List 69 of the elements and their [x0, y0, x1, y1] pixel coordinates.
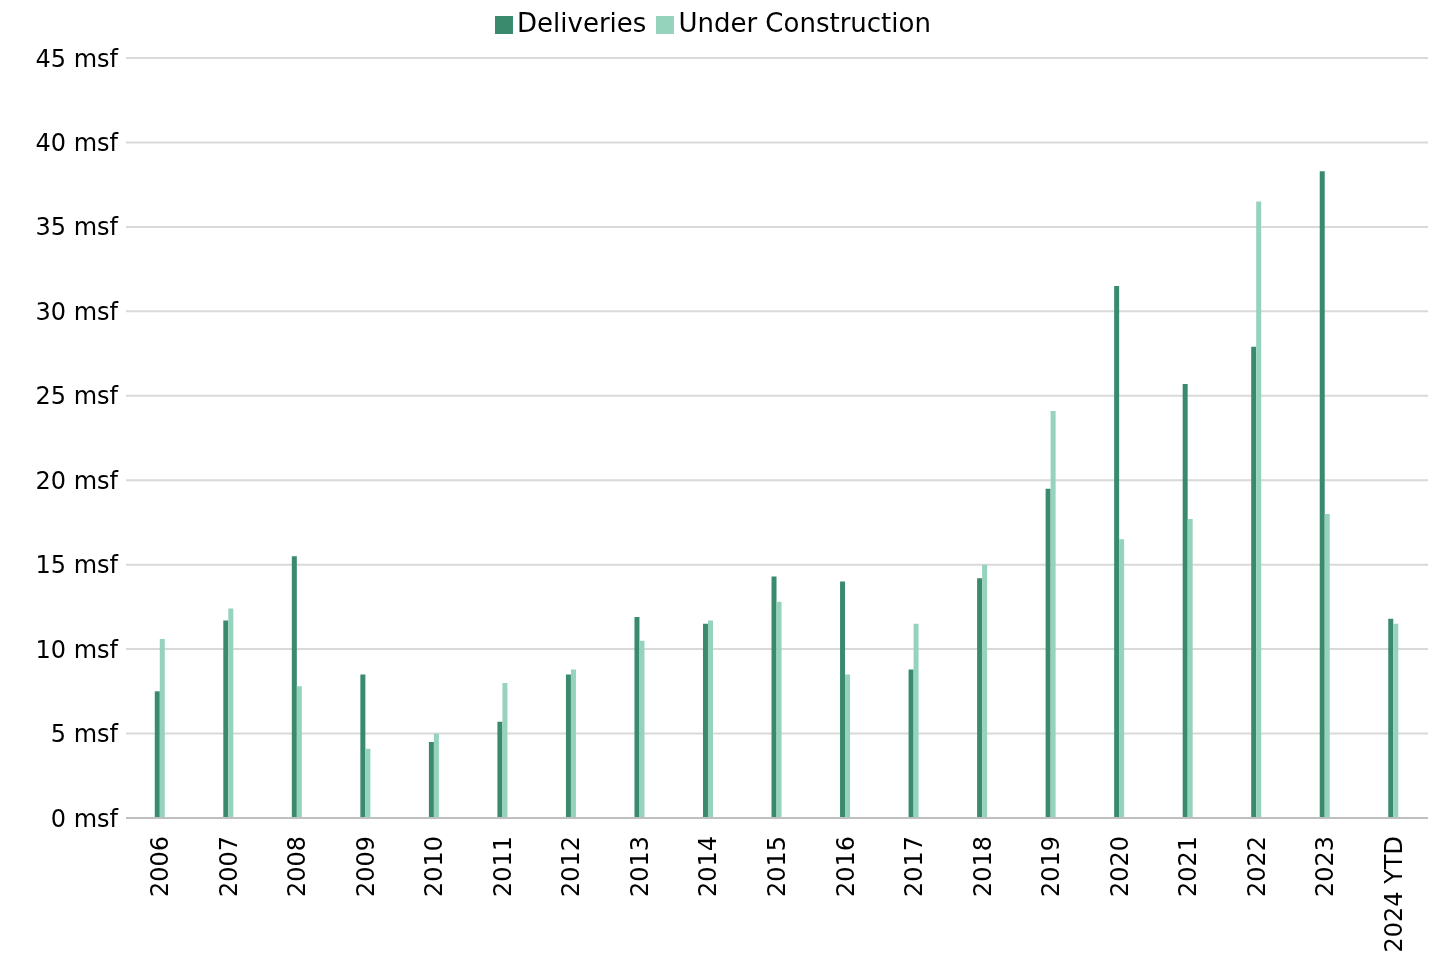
bar: [1319, 171, 1325, 818]
y-tick-label: 20 msf: [35, 466, 119, 495]
bar: [913, 623, 919, 818]
legend-label: Under Construction: [678, 8, 931, 38]
x-tick-label: 2008: [283, 836, 312, 898]
bar: [1182, 383, 1188, 818]
x-tick-label: 2012: [557, 836, 586, 898]
bar: [497, 721, 503, 818]
x-tick-label: 2016: [831, 836, 860, 898]
x-tick-label: 2018: [968, 836, 997, 898]
bar: [228, 608, 234, 818]
bar: [502, 682, 508, 818]
x-tick-label: 2023: [1311, 836, 1340, 898]
bar: [1045, 488, 1051, 818]
y-tick-label: 10 msf: [35, 635, 119, 664]
x-tick-label: 2013: [625, 836, 654, 898]
bar: [1324, 514, 1330, 818]
bar: [365, 748, 371, 818]
legend-label: Deliveries: [517, 8, 647, 38]
x-tick-label: 2011: [488, 836, 517, 898]
bar: [840, 581, 846, 818]
bar: [428, 742, 434, 818]
bar: [845, 674, 851, 818]
bar: [223, 620, 229, 818]
y-tick-label: 25 msf: [35, 382, 119, 411]
bar: [433, 733, 439, 818]
bar: [159, 638, 165, 818]
x-tick-label: 2006: [146, 836, 175, 898]
bar: [296, 686, 302, 818]
bar: [707, 620, 713, 818]
x-tick-label: 2022: [1242, 836, 1271, 898]
bar: [977, 578, 983, 818]
bar: [570, 669, 576, 818]
bar: [702, 623, 708, 818]
bar: [360, 674, 366, 818]
y-tick-label: 0 msf: [50, 804, 119, 833]
bar: [1251, 346, 1257, 818]
x-tick-label: 2010: [420, 836, 449, 898]
bar: [1187, 519, 1193, 818]
bar: [639, 640, 645, 818]
bar: [1050, 410, 1056, 818]
x-tick-label: 2007: [214, 836, 243, 898]
bar: [634, 617, 640, 818]
bar: [1388, 618, 1394, 818]
bar: [982, 564, 988, 818]
y-tick-label: 45 msf: [35, 44, 119, 73]
bar: [291, 556, 297, 818]
x-tick-label: 2009: [351, 836, 380, 898]
bar: [154, 691, 160, 818]
x-tick-label: 2017: [900, 836, 929, 898]
x-tick-label: 2014: [694, 836, 723, 898]
x-tick-label: 2019: [1037, 836, 1066, 898]
y-tick-label: 5 msf: [50, 720, 119, 749]
bar: [1114, 286, 1120, 818]
x-tick-label: 2021: [1174, 836, 1203, 898]
bar: [565, 674, 571, 818]
y-tick-label: 15 msf: [35, 551, 119, 580]
y-tick-label: 35 msf: [35, 213, 119, 242]
x-tick-label: 2024 YTD: [1379, 836, 1408, 953]
bar: [776, 601, 782, 818]
bar: [1393, 623, 1399, 818]
bar: [1119, 539, 1125, 818]
bar: [908, 669, 914, 818]
x-tick-label: 2015: [763, 836, 791, 898]
bar: [771, 576, 777, 818]
bar: [1256, 201, 1262, 818]
y-tick-label: 40 msf: [35, 128, 119, 157]
y-tick-label: 30 msf: [35, 297, 119, 326]
x-tick-label: 2020: [1105, 836, 1134, 898]
